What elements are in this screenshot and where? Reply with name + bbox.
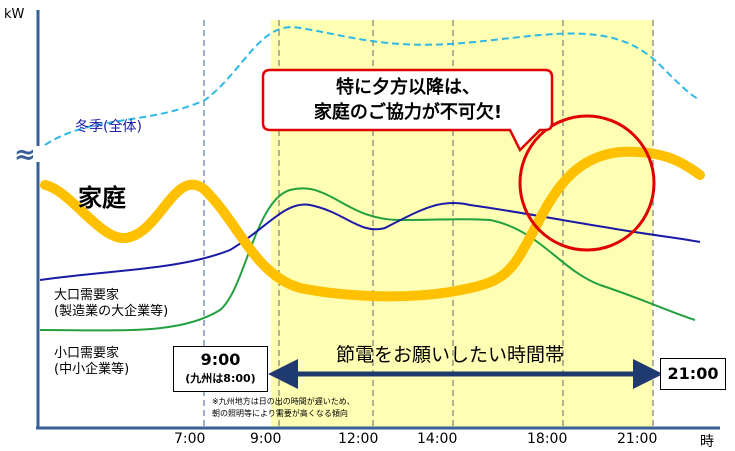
tick-label-14: 14:00 xyxy=(417,431,458,447)
series-large-business xyxy=(39,201,701,281)
series-household xyxy=(40,146,705,302)
tick-label-12: 12:00 xyxy=(338,431,379,447)
y-axis-label: kW xyxy=(4,7,25,22)
start-time-box: 9:00 (九州は8:00) xyxy=(173,346,268,392)
axis-break-mask xyxy=(34,146,44,162)
callout-text: 特に夕方以降は、 家庭のご協力が不可欠! xyxy=(313,77,503,123)
end-time-value: 21:00 xyxy=(667,364,719,383)
series-label-small-business: 小口需要家 (中小企業等) xyxy=(54,346,130,377)
tick-label-7: 7:00 xyxy=(174,431,206,447)
x-axis-unit-label: 時 xyxy=(700,434,714,450)
start-time-value: 9:00 xyxy=(200,350,241,369)
time-band-label: 節電をお願いしたい時間帯 xyxy=(336,344,565,366)
start-time-note: (九州は8:00) xyxy=(185,372,256,385)
tick-label-18: 18:00 xyxy=(527,431,568,447)
axis-break-symbol: ≈ xyxy=(14,140,36,170)
footnote: ※九州地方は日の出の時間が遅いため、 朝の照明等により需要が高くなる傾向 xyxy=(212,397,355,418)
series-label-household: 家庭 xyxy=(78,184,126,212)
end-time-box: 21:00 xyxy=(660,358,726,390)
series-label-winter: 冬季(全体) xyxy=(75,119,142,135)
tick-label-9: 9:00 xyxy=(250,431,282,447)
highlight-circle xyxy=(518,114,656,252)
series-label-large-business: 大口需要家 (製造業の大企業等) xyxy=(54,288,169,319)
callout-bubble xyxy=(261,68,554,153)
series-winter-total xyxy=(44,26,701,146)
series-small-business xyxy=(39,187,696,332)
tick-label-21: 21:00 xyxy=(617,431,658,447)
